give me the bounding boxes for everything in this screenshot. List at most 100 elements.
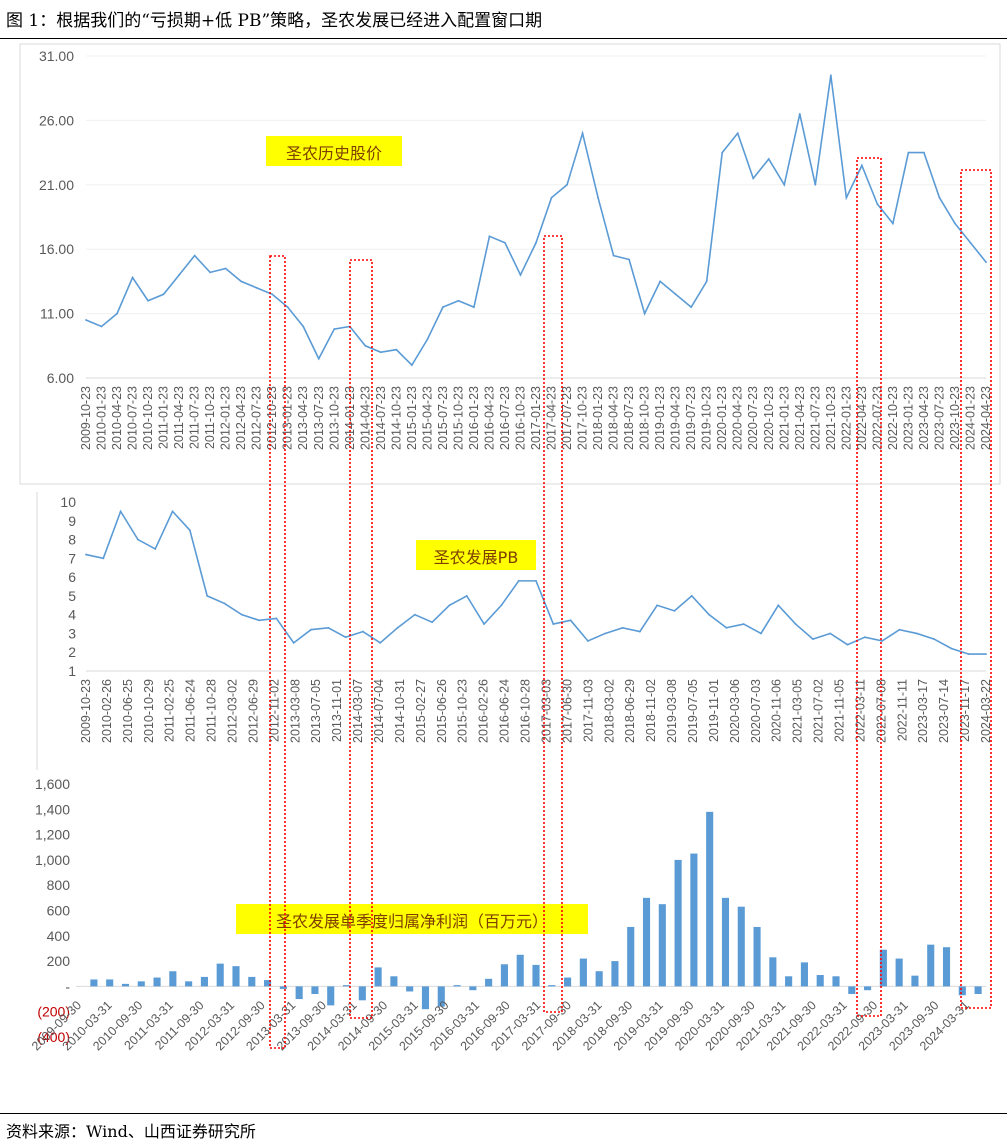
data-point <box>985 653 987 655</box>
y-tick-label: 800 <box>47 877 71 893</box>
data-point <box>621 626 624 629</box>
data-point <box>845 196 848 199</box>
profit-bar <box>895 958 903 987</box>
data-point <box>286 306 289 309</box>
x-tick-label: 2013-01-23 <box>281 386 295 450</box>
x-tick-label: 2017-11-03 <box>581 679 595 742</box>
source-note: 资料来源：Wind、山西证券研究所 <box>6 1122 256 1141</box>
x-tick-label: 2012-04-23 <box>234 386 248 450</box>
profit-bar <box>548 985 556 987</box>
y-tick-label: 1,000 <box>35 852 70 868</box>
y-tick-label: 26.00 <box>39 112 74 128</box>
window-box <box>543 235 563 1013</box>
profit-bar <box>264 980 272 987</box>
data-point <box>344 636 347 639</box>
profit-bar <box>958 986 966 996</box>
data-point <box>812 638 814 640</box>
x-tick-label: 2016-10-23 <box>513 386 527 450</box>
x-tick-label: 2020-07-03 <box>749 679 763 743</box>
data-point <box>673 610 676 612</box>
profit-bar <box>816 975 824 987</box>
x-tick-label: 2015-10-23 <box>456 679 470 743</box>
data-point <box>550 196 553 199</box>
x-tick-label: 2023-11-17 <box>958 679 972 742</box>
x-tick-label: 2023-01-23 <box>901 386 915 450</box>
data-point <box>206 594 209 597</box>
data-point <box>413 613 416 616</box>
data-point <box>465 594 468 597</box>
data-point <box>302 325 305 328</box>
x-tick-label: 2019-10-23 <box>700 386 714 450</box>
profit-bar <box>342 985 351 987</box>
x-tick-label: 2024-03-22 <box>979 679 993 743</box>
x-tick-label: 2014-10-23 <box>389 386 403 450</box>
x-tick-label: 2024-04-23 <box>979 386 993 450</box>
data-point <box>457 299 460 302</box>
profit-bar <box>721 897 730 987</box>
data-point <box>950 647 953 650</box>
x-tick-label: 2013-07-05 <box>309 679 323 743</box>
profit-bar <box>674 859 682 987</box>
y-tick-label: 31.00 <box>39 48 74 64</box>
x-tick-label: 2018-01-23 <box>591 386 605 450</box>
x-tick-label: 2013-07-23 <box>312 386 326 450</box>
x-tick-label: 2018-06-29 <box>623 679 637 743</box>
x-tick-label: 2019-01-23 <box>653 386 667 450</box>
x-tick-label: 2020-10-23 <box>762 386 776 450</box>
data-point <box>643 312 646 315</box>
x-tick-label: 2017-10-23 <box>576 386 590 450</box>
x-tick-label: 2011-07-23 <box>188 386 202 449</box>
profit-bar <box>864 986 872 991</box>
data-point <box>500 604 503 607</box>
x-tick-label: 2020-07-23 <box>746 386 760 450</box>
x-tick-label: 2016-01-23 <box>467 386 481 450</box>
data-point <box>985 261 987 263</box>
data-point <box>736 132 739 135</box>
data-point <box>907 151 910 154</box>
data-point <box>767 158 770 160</box>
window-box <box>349 259 373 1019</box>
price-annotation: 圣农历史股价 <box>286 144 382 163</box>
data-point <box>752 177 755 180</box>
data-point <box>255 286 258 289</box>
x-tick-label: 2012-06-29 <box>246 679 260 743</box>
data-point <box>178 274 181 276</box>
x-tick-label: 2021-11-05 <box>832 679 846 742</box>
x-tick-label: 2019-07-23 <box>684 386 698 450</box>
profit-annotation: 圣农发展单季度归属净利润（百万元） <box>276 912 548 931</box>
y-tick-label: 1,400 <box>35 801 70 817</box>
x-tick-label: 2014-07-04 <box>372 679 386 743</box>
data-point <box>271 293 274 296</box>
x-tick-label: 2015-10-23 <box>451 386 465 450</box>
profit-annotation-bg <box>236 904 588 934</box>
data-point <box>240 280 243 283</box>
x-tick-label: 2011-02-25 <box>163 679 177 742</box>
x-tick-label: 2014-07-23 <box>374 386 388 450</box>
data-point <box>317 357 320 360</box>
window-box <box>269 255 286 1049</box>
profit-bar <box>90 979 98 987</box>
x-tick-label: 2018-10-23 <box>638 386 652 450</box>
x-tick-label: 2015-01-23 <box>405 386 419 450</box>
data-point <box>100 325 103 328</box>
profit-bar <box>295 986 303 1000</box>
x-tick-label: 2015-02-27 <box>414 679 428 743</box>
data-point <box>708 613 710 616</box>
data-point <box>116 312 118 315</box>
data-point <box>581 132 584 135</box>
x-tick-label: 2012-11-02 <box>267 679 281 742</box>
data-point <box>705 280 708 283</box>
data-point <box>760 632 762 635</box>
data-point <box>777 604 780 607</box>
profit-bar <box>500 964 508 987</box>
x-tick-label: 2015-04-23 <box>420 386 434 450</box>
x-tick-label: 2015-07-23 <box>436 386 450 450</box>
data-point <box>119 510 122 513</box>
x-tick-label: 2013-04-23 <box>296 386 310 450</box>
data-point <box>154 548 157 550</box>
data-point <box>517 579 520 582</box>
profit-bar <box>706 811 714 987</box>
x-tick-label: 2021-07-23 <box>808 386 822 450</box>
x-tick-label: 2016-06-24 <box>498 679 512 743</box>
